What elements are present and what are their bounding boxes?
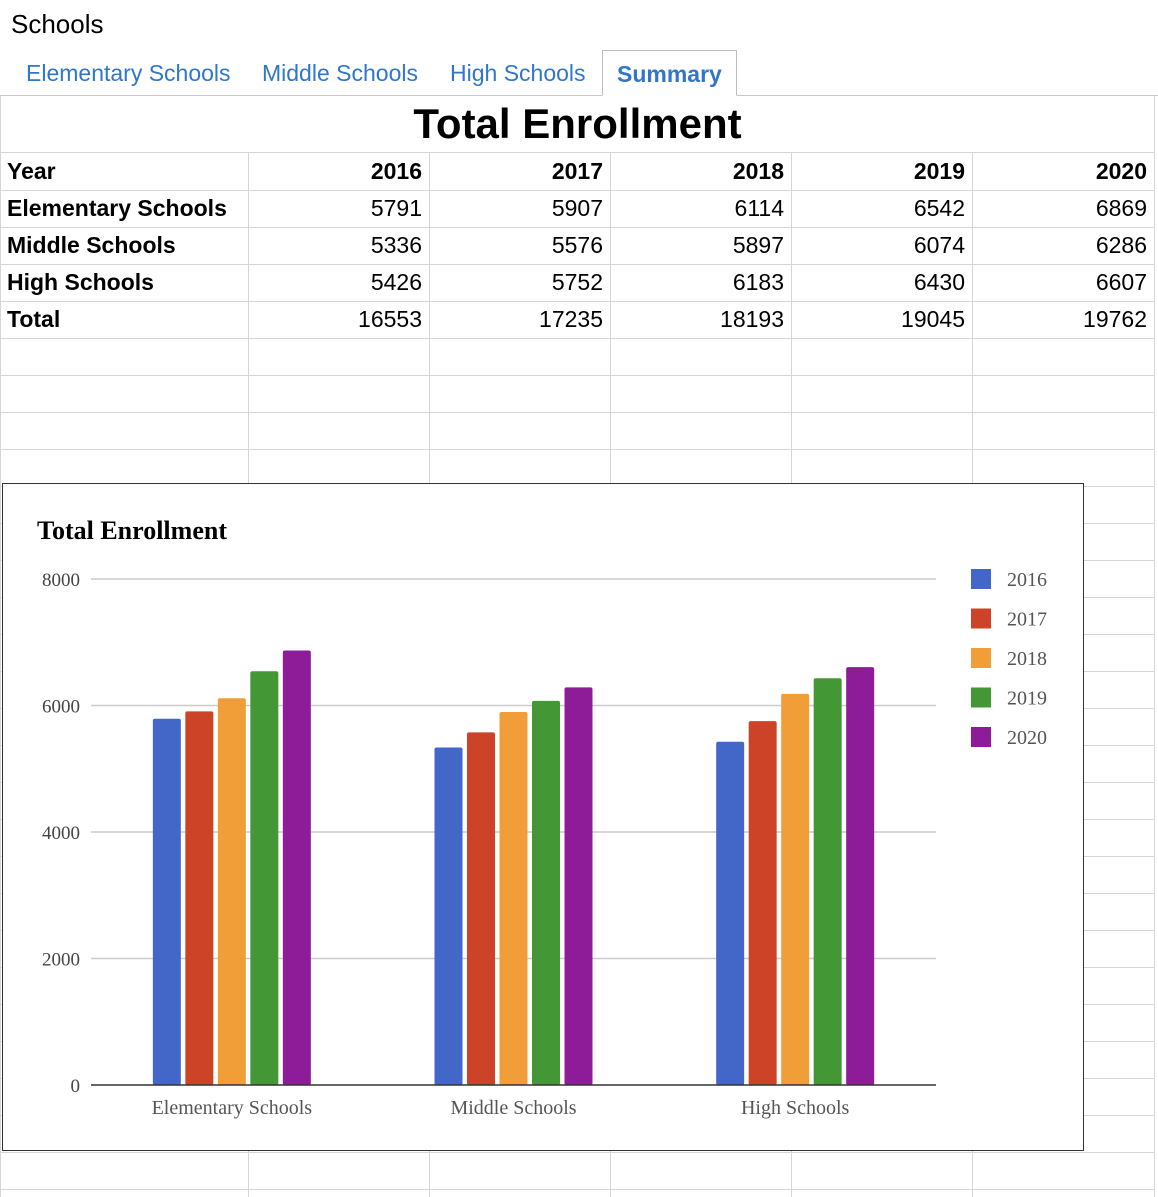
grid-row-line <box>0 1152 1155 1153</box>
table-cell[interactable]: 5752 <box>551 269 603 295</box>
header-year-2018[interactable]: 2018 <box>732 158 784 184</box>
grid-column-line <box>1154 153 1155 1197</box>
table-cell[interactable]: 19762 <box>1083 306 1147 332</box>
row-label[interactable]: Elementary Schools <box>7 195 227 221</box>
table-cell[interactable]: 6607 <box>1095 269 1147 295</box>
row-label[interactable]: Middle Schools <box>7 232 176 258</box>
legend-swatch <box>971 727 991 747</box>
legend-label: 2017 <box>1007 609 1047 631</box>
bar <box>846 667 875 1085</box>
table-cell[interactable]: 16553 <box>358 306 422 332</box>
tab-elementary-schools[interactable]: Elementary Schools <box>26 60 231 86</box>
table-cell[interactable]: 6430 <box>913 269 965 295</box>
grid-row-line <box>0 301 1155 302</box>
legend-label: 2020 <box>1007 727 1047 749</box>
row-label[interactable]: High Schools <box>7 269 154 295</box>
legend-swatch <box>971 569 991 589</box>
table-cell[interactable]: 6183 <box>732 269 784 295</box>
table-cell[interactable]: 5336 <box>370 232 422 258</box>
grid-row-line <box>0 375 1155 376</box>
sheet-title: Total Enrollment <box>0 96 1155 153</box>
header-year-2020[interactable]: 2020 <box>1095 158 1147 184</box>
legend-label: 2016 <box>1007 569 1047 591</box>
y-tick-label: 6000 <box>42 697 80 718</box>
table-cell[interactable]: 18193 <box>720 306 784 332</box>
bar <box>282 650 311 1085</box>
table-cell[interactable]: 5907 <box>551 195 603 221</box>
y-tick-label: 4000 <box>42 823 80 844</box>
legend-swatch <box>971 687 991 708</box>
header-year-2019[interactable]: 2019 <box>913 158 965 184</box>
bar <box>716 741 745 1085</box>
legend-label: 2019 <box>1007 688 1047 710</box>
table-cell[interactable]: 5576 <box>551 232 603 258</box>
sheet-tabs: Elementary Schools Middle Schools High S… <box>0 50 1158 96</box>
header-year-label[interactable]: Year <box>7 158 56 184</box>
bar <box>499 712 528 1085</box>
header-year-2016[interactable]: 2016 <box>370 158 422 184</box>
row-label[interactable]: Total <box>7 306 61 332</box>
table-cell[interactable]: 6114 <box>734 195 784 221</box>
bar <box>532 700 560 1085</box>
chart-canvas: Total Enrollment 0 2000 4000 6000 8000 Element… <box>37 516 1047 1119</box>
table-cell[interactable]: 5897 <box>732 232 784 258</box>
enrollment-chart[interactable]: Total Enrollment 0 2000 4000 6000 8000 Element… <box>2 483 1084 1151</box>
tab-high-schools[interactable]: High Schools <box>450 60 586 86</box>
tab-middle-schools[interactable]: Middle Schools <box>262 60 418 86</box>
grid-row-line <box>0 338 1155 339</box>
chart-title: Total Enrollment <box>37 516 227 545</box>
bar <box>217 698 246 1085</box>
grid-row-line <box>0 449 1155 450</box>
table-cell[interactable]: 5426 <box>370 269 422 295</box>
bar <box>781 693 810 1085</box>
app-title: Schools <box>11 9 104 39</box>
x-tick-label: Elementary Schools <box>152 1097 313 1119</box>
bar <box>813 678 842 1085</box>
legend-swatch <box>971 608 991 629</box>
bar <box>748 721 777 1085</box>
grid-column-line <box>0 153 1 1197</box>
table-cell[interactable]: 6074 <box>913 232 965 258</box>
table-cell[interactable]: 17235 <box>539 306 603 332</box>
table-cell[interactable]: 6286 <box>1095 232 1147 258</box>
table-cell[interactable]: 19045 <box>901 306 965 332</box>
bar <box>434 747 463 1085</box>
grid-row-line <box>0 1189 1155 1190</box>
legend-label: 2018 <box>1007 648 1047 670</box>
legend-swatch <box>971 648 991 668</box>
x-tick-label: High Schools <box>741 1097 850 1119</box>
table-cell[interactable]: 6869 <box>1095 195 1147 221</box>
y-tick-label: 8000 <box>42 570 80 591</box>
x-tick-label: Middle Schools <box>450 1097 576 1119</box>
y-tick-label: 0 <box>71 1076 81 1097</box>
grid-row-line <box>0 227 1155 228</box>
bar <box>564 687 593 1085</box>
grid-row-line <box>0 190 1155 191</box>
bar <box>185 711 214 1085</box>
header-year-2017[interactable]: 2017 <box>551 158 603 184</box>
grid-row-line <box>0 264 1155 265</box>
table-cell[interactable]: 6542 <box>913 195 965 221</box>
bar <box>467 732 495 1085</box>
bar <box>250 671 279 1085</box>
grid-row-line <box>0 412 1155 413</box>
y-tick-label: 2000 <box>42 950 80 971</box>
table-cell[interactable]: 5791 <box>370 195 422 221</box>
tab-summary[interactable]: Summary <box>602 50 737 96</box>
bar <box>152 718 181 1085</box>
